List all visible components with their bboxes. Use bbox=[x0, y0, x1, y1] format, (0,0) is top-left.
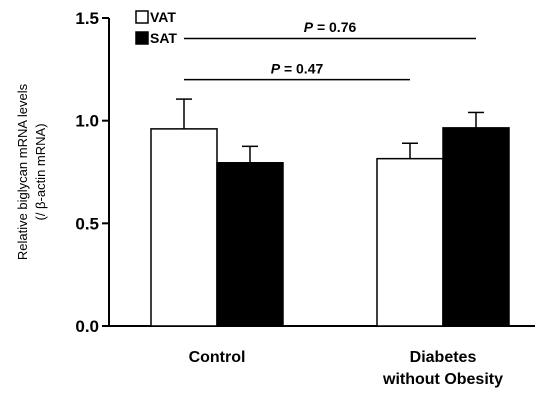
y-axis-title-line: Relative biglycan mRNA levels bbox=[15, 83, 30, 260]
legend-label-sat: SAT bbox=[150, 30, 177, 46]
p-value-label: P = 0.76 bbox=[304, 19, 357, 35]
bar-vat bbox=[150, 128, 218, 327]
bar-sat bbox=[216, 162, 284, 327]
p-value-label: P = 0.47 bbox=[271, 60, 324, 76]
y-tick-label: 0.5 bbox=[75, 214, 99, 233]
y-tick-label: 1.5 bbox=[75, 9, 99, 28]
legend: VAT SAT bbox=[135, 9, 177, 46]
x-category-label: Diabetes bbox=[410, 349, 477, 366]
p-symbol: P bbox=[304, 19, 314, 35]
y-axis-title-line: (/ β-actin mRNA) bbox=[33, 123, 48, 220]
p-value-text: = 0.76 bbox=[313, 19, 356, 35]
legend-swatch-sat bbox=[135, 31, 149, 45]
p-value-text: = 0.47 bbox=[280, 60, 323, 76]
legend-swatch-vat bbox=[135, 10, 149, 24]
x-category-label: without Obesity bbox=[382, 371, 503, 388]
significance-annotations: P = 0.76P = 0.47 bbox=[184, 19, 476, 81]
bars bbox=[150, 127, 510, 327]
y-axis: 0.0 0.5 1.0 1.5 bbox=[75, 9, 110, 336]
y-tick-label: 0.0 bbox=[75, 317, 99, 336]
y-axis-label: Relative biglycan mRNA levels (/ β-actin … bbox=[15, 83, 48, 260]
p-symbol: P bbox=[271, 60, 281, 76]
y-tick-label: 1.0 bbox=[75, 112, 99, 131]
bar-sat bbox=[442, 127, 510, 327]
bar-vat bbox=[376, 157, 444, 327]
x-axis: Control Diabetes without Obesity bbox=[102, 325, 535, 388]
error-bars bbox=[176, 98, 484, 163]
x-category-label: Control bbox=[189, 349, 246, 366]
legend-label-vat: VAT bbox=[150, 9, 176, 25]
